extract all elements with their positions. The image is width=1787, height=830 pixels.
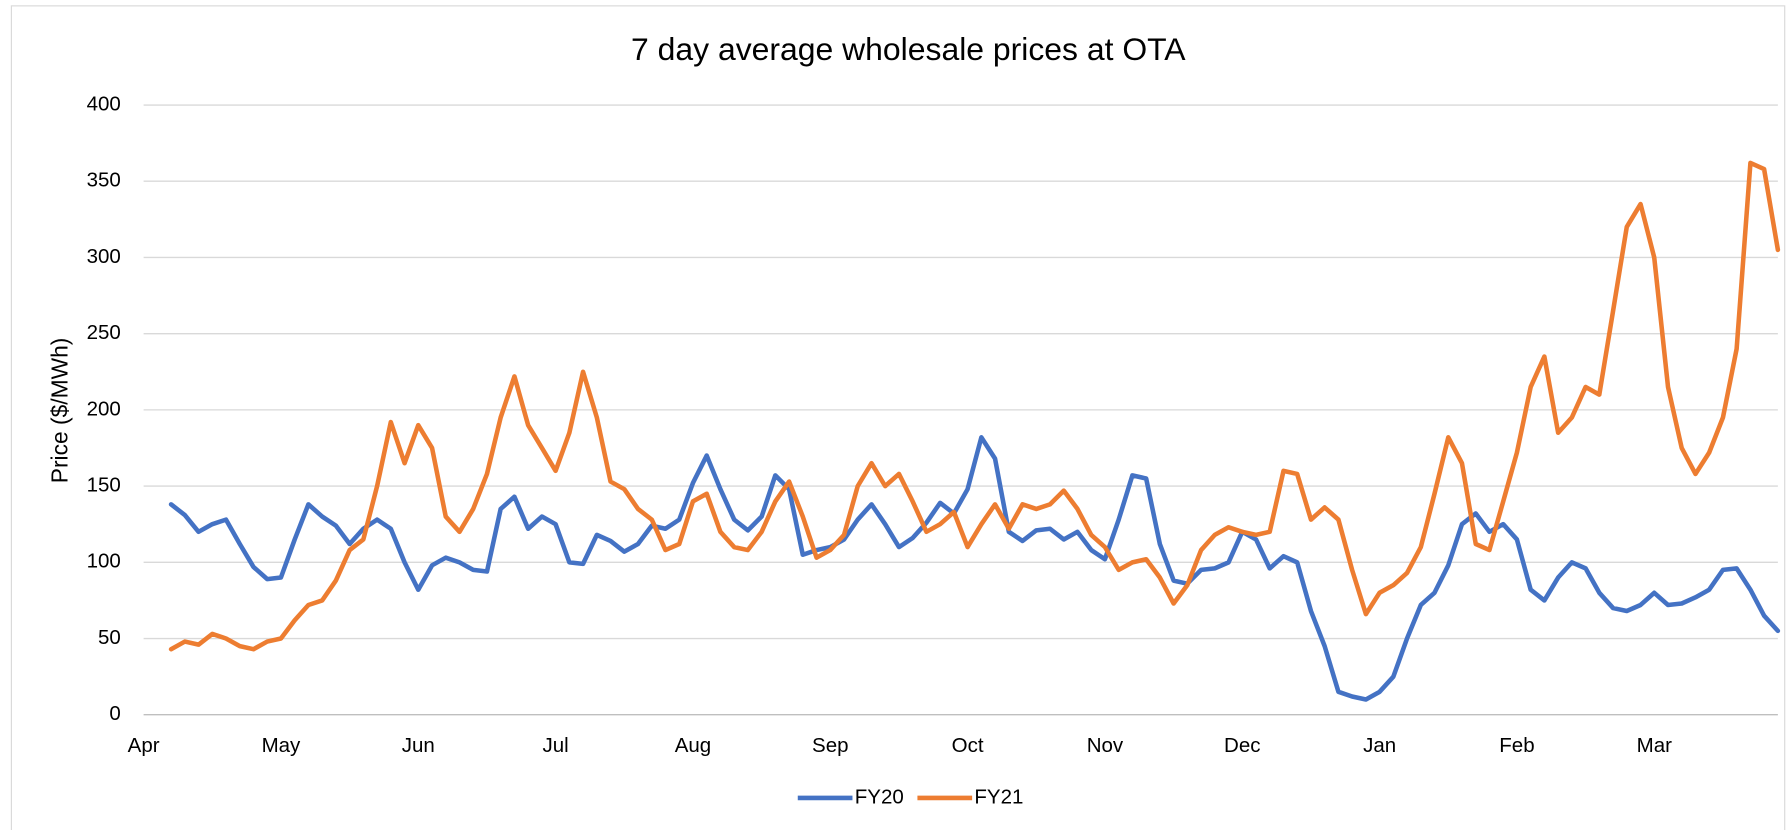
y-axis-label: Price ($/MWh) <box>47 338 73 484</box>
y-tick-label: 350 <box>87 169 121 192</box>
x-tick-label: Apr <box>128 734 160 757</box>
line-series <box>168 435 1781 702</box>
x-tick-label: Nov <box>1087 734 1124 757</box>
x-tick-label: Mar <box>1637 734 1672 757</box>
x-tick-label: Sep <box>812 734 848 757</box>
y-tick-label: 150 <box>87 474 121 497</box>
y-tick-label: 200 <box>87 397 121 420</box>
x-tick-label: Feb <box>1499 734 1534 757</box>
y-tick-label: 50 <box>98 626 121 649</box>
x-tick-label: Dec <box>1224 734 1260 757</box>
y-tick-label: 250 <box>87 321 121 344</box>
x-tick-label: Oct <box>952 734 984 757</box>
x-tick-label: May <box>262 734 301 757</box>
chart-title: 7 day average wholesale prices at OTA <box>631 31 1186 67</box>
legend-label: FY20 <box>855 785 904 808</box>
y-tick-label: 400 <box>87 92 121 115</box>
line-series <box>168 160 1781 652</box>
x-tick-label: Jul <box>542 734 568 757</box>
x-tick-label: Jun <box>402 734 435 757</box>
legend-label: FY21 <box>974 785 1023 808</box>
y-tick-label: 0 <box>109 702 120 725</box>
y-tick-label: 100 <box>87 550 121 573</box>
y-tick-label: 300 <box>87 245 121 268</box>
x-tick-label: Jan <box>1363 734 1396 757</box>
chart-border <box>10 5 1786 830</box>
x-tick-label: Aug <box>675 734 711 757</box>
